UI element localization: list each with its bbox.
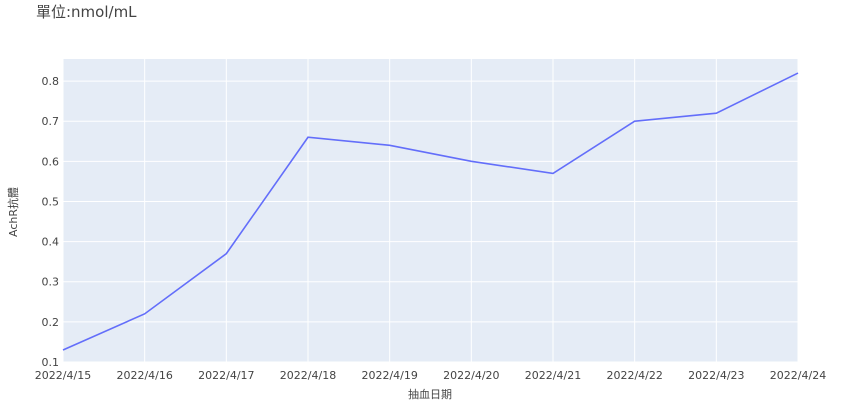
x-tick-label: 2022/4/19: [361, 369, 417, 382]
y-tick-label: 0.5: [42, 195, 60, 208]
x-tick-label: 2022/4/24: [770, 369, 826, 382]
x-tick-label: 2022/4/22: [606, 369, 662, 382]
x-tick-label: 2022/4/21: [525, 369, 581, 382]
x-tick-label: 2022/4/16: [116, 369, 172, 382]
y-axis-title: AchR抗體: [6, 187, 20, 237]
y-tick-label: 0.1: [42, 356, 60, 369]
y-tick-label: 0.8: [42, 75, 60, 88]
y-tick-label: 0.3: [42, 276, 60, 289]
horizontal-gridlines: [63, 80, 798, 363]
x-tick-label: 2022/4/23: [688, 369, 744, 382]
x-axis-title: 抽血日期: [408, 387, 452, 401]
vertical-gridlines: [62, 59, 799, 362]
y-tick-label: 0.4: [42, 236, 60, 249]
x-tick-label: 2022/4/20: [443, 369, 499, 382]
x-tick-label: 2022/4/15: [35, 369, 91, 382]
y-tick-label: 0.6: [42, 155, 60, 168]
x-tick-label: 2022/4/18: [280, 369, 336, 382]
y-tick-label: 0.7: [42, 115, 60, 128]
x-axis-ticks: 2022/4/15 2022/4/16 2022/4/17 2022/4/18 2022…: [35, 369, 826, 382]
series-line: [62, 72, 799, 351]
x-tick-label: 2022/4/17: [198, 369, 254, 382]
plot-area: [63, 59, 798, 362]
chart-title: 單位:nmol/mL: [36, 3, 137, 21]
y-axis-ticks: 0.1 0.2 0.3 0.4 0.5 0.6 0.7 0.8: [42, 75, 60, 369]
y-tick-label: 0.2: [42, 316, 60, 329]
